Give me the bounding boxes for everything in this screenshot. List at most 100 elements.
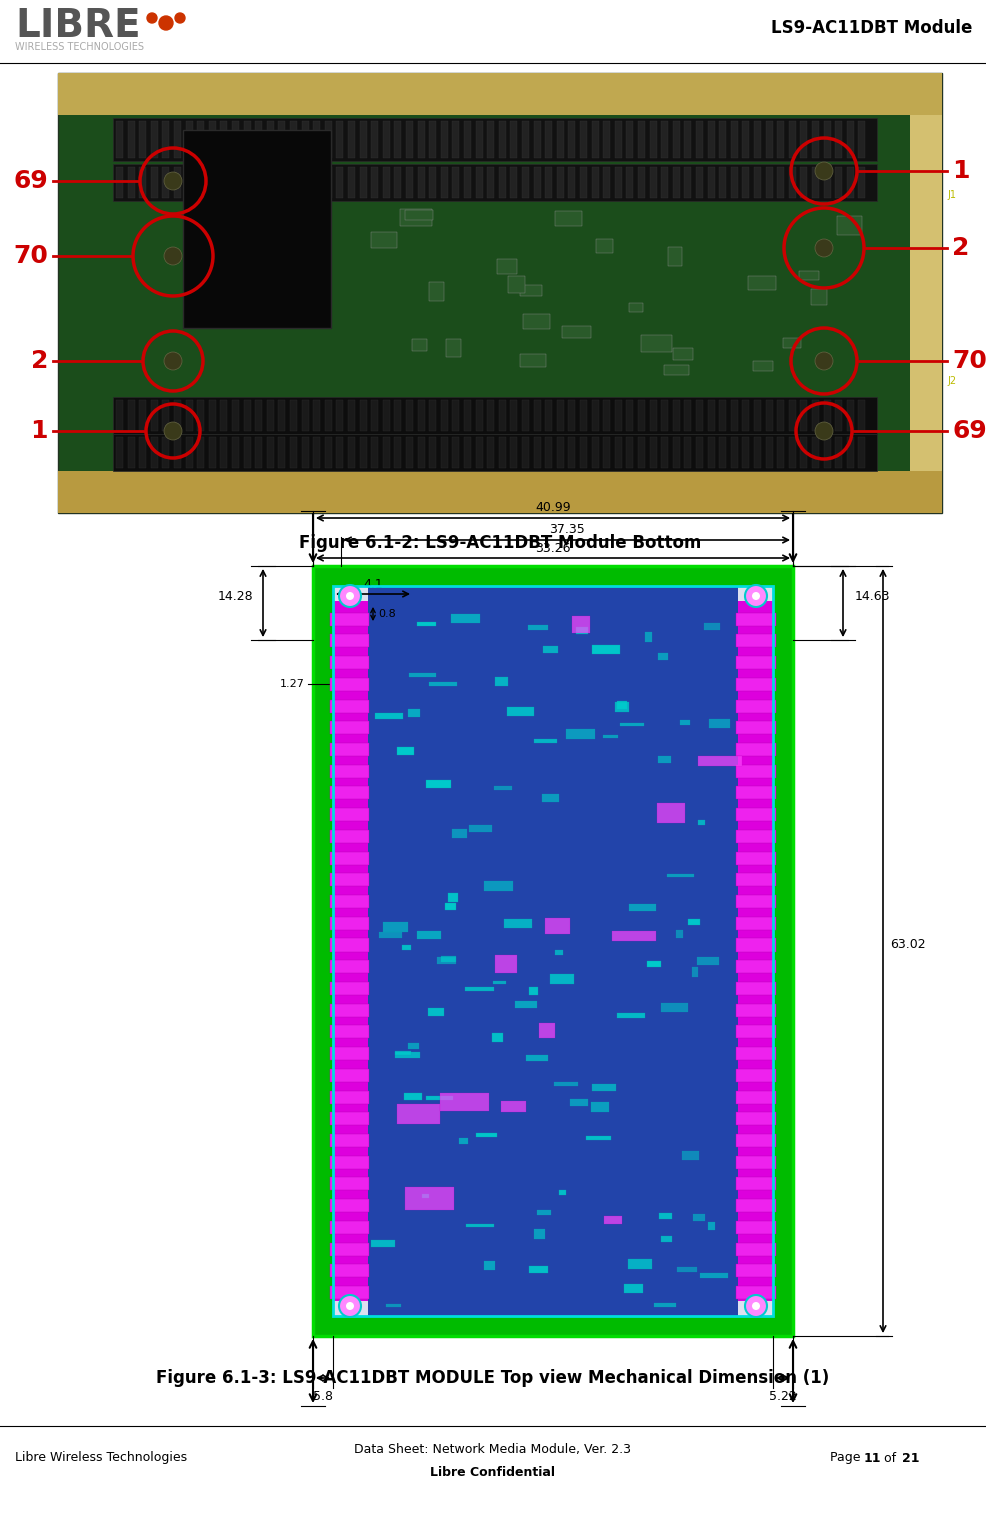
Bar [139,437,146,468]
Text: 70: 70 [951,349,986,373]
Text: J1: J1 [946,190,955,199]
Bar [487,437,494,468]
Bar [244,437,250,468]
Bar [58,471,941,513]
Bar [151,401,158,431]
Text: 1: 1 [31,419,48,443]
Bar [116,121,123,158]
Text: J2: J2 [946,376,955,386]
Bar [858,437,865,468]
Bar [463,167,470,197]
Bar [494,955,517,973]
Bar [614,121,621,158]
Bar [811,167,818,197]
Text: WIRELESS TECHNOLOGIES: WIRELESS TECHNOLOGIES [15,43,144,52]
Bar [510,401,517,431]
Bar [220,437,227,468]
Bar [504,918,531,927]
Bar [484,880,513,891]
Bar [736,656,775,669]
Bar [383,437,389,468]
Bar [329,765,369,777]
Bar [445,903,457,911]
Text: of: of [880,1451,899,1465]
Bar [278,437,285,468]
Bar [429,282,443,301]
Bar [679,720,689,726]
Bar [719,121,726,158]
Bar [429,121,436,158]
Bar [329,613,369,625]
Text: Libre Confidential: Libre Confidential [430,1465,555,1479]
Bar [846,401,853,431]
Bar [371,167,378,197]
Bar [707,1222,715,1230]
Bar [544,437,551,468]
Bar [637,401,644,431]
Bar [290,121,297,158]
Bar [736,1264,775,1277]
Bar [653,1302,675,1307]
Bar [810,288,826,305]
Bar [417,401,424,431]
Bar [707,401,714,431]
Bar [232,437,239,468]
Bar [232,401,239,431]
Bar [661,401,668,431]
Bar [313,566,792,1336]
Bar [703,622,720,630]
Bar [695,167,702,197]
Text: 21: 21 [901,1451,919,1465]
Bar [498,167,505,197]
Bar [528,1266,548,1274]
Bar [683,401,690,431]
Bar [526,1055,547,1061]
Bar [475,437,482,468]
Bar [112,164,877,200]
Text: Libre Wireless Technologies: Libre Wireless Technologies [15,1451,187,1465]
Bar [753,401,760,431]
Bar [493,786,512,789]
Bar [736,1286,775,1299]
Bar [329,679,369,691]
Bar [909,115,941,471]
Bar [290,167,297,197]
Bar [730,121,737,158]
Bar [409,672,436,677]
Bar [520,285,541,296]
Bar [746,276,775,290]
Bar [626,401,633,431]
Bar [329,700,369,712]
Bar [572,616,590,633]
Bar [394,401,401,431]
Bar [492,981,505,984]
Bar [324,401,331,431]
Bar [776,401,783,431]
Circle shape [814,238,832,257]
Bar [232,167,239,197]
Bar [736,1220,775,1234]
Circle shape [338,584,361,607]
Bar [736,635,775,648]
Bar [336,121,343,158]
Bar [209,437,216,468]
Bar [533,167,540,197]
Bar [139,167,146,197]
Bar [278,121,285,158]
Bar [692,1214,704,1222]
Bar [375,713,402,720]
Bar [675,929,682,938]
Bar [736,808,775,821]
Bar [736,1155,775,1169]
Bar [429,167,436,197]
Bar [580,121,587,158]
Text: 63.02: 63.02 [889,938,925,950]
Bar [523,314,550,329]
Bar [644,633,651,642]
Bar [463,437,470,468]
Bar [329,1113,369,1125]
Bar [394,1052,420,1058]
Bar [329,830,369,842]
Bar [139,401,146,431]
Bar [383,167,389,197]
